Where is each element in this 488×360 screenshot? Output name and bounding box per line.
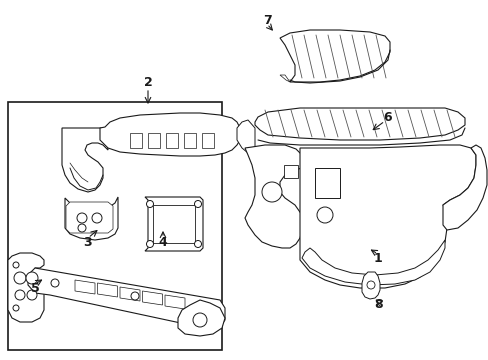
- Polygon shape: [183, 133, 196, 148]
- Polygon shape: [164, 295, 184, 309]
- Polygon shape: [361, 272, 379, 299]
- Polygon shape: [75, 280, 95, 294]
- Polygon shape: [442, 145, 486, 230]
- Circle shape: [51, 279, 59, 287]
- Polygon shape: [97, 283, 117, 297]
- Polygon shape: [302, 240, 444, 285]
- Polygon shape: [62, 128, 108, 192]
- Circle shape: [146, 240, 153, 248]
- Polygon shape: [130, 133, 142, 148]
- Polygon shape: [202, 133, 214, 148]
- Polygon shape: [28, 268, 224, 330]
- Circle shape: [15, 290, 25, 300]
- Polygon shape: [244, 145, 302, 248]
- Circle shape: [78, 224, 86, 232]
- Text: 8: 8: [374, 298, 383, 311]
- Polygon shape: [142, 291, 162, 305]
- Polygon shape: [65, 197, 118, 240]
- Circle shape: [194, 240, 201, 248]
- Polygon shape: [299, 145, 475, 288]
- Circle shape: [193, 313, 206, 327]
- Circle shape: [131, 292, 139, 300]
- Circle shape: [146, 201, 153, 207]
- Polygon shape: [8, 253, 44, 322]
- Text: 3: 3: [83, 235, 92, 248]
- Circle shape: [262, 182, 282, 202]
- Polygon shape: [153, 205, 195, 243]
- Circle shape: [316, 207, 332, 223]
- Polygon shape: [145, 197, 203, 251]
- Circle shape: [77, 213, 87, 223]
- Polygon shape: [66, 202, 113, 233]
- Polygon shape: [165, 133, 178, 148]
- Polygon shape: [314, 168, 339, 198]
- Circle shape: [27, 290, 37, 300]
- Circle shape: [13, 305, 19, 311]
- Circle shape: [14, 272, 26, 284]
- Polygon shape: [280, 30, 389, 82]
- Polygon shape: [120, 287, 140, 301]
- Text: 4: 4: [158, 235, 167, 248]
- Polygon shape: [237, 120, 254, 156]
- Circle shape: [194, 201, 201, 207]
- Polygon shape: [280, 75, 289, 82]
- Polygon shape: [148, 133, 160, 148]
- Polygon shape: [254, 108, 464, 140]
- Bar: [8, 102, 222, 350]
- Text: 6: 6: [383, 112, 391, 125]
- Circle shape: [195, 316, 204, 326]
- Polygon shape: [100, 113, 240, 156]
- Circle shape: [26, 272, 38, 284]
- Text: 2: 2: [143, 77, 152, 90]
- Text: 7: 7: [262, 13, 271, 27]
- Text: 1: 1: [373, 252, 382, 265]
- Polygon shape: [178, 300, 224, 336]
- Circle shape: [13, 262, 19, 268]
- Text: 5: 5: [31, 282, 40, 294]
- Circle shape: [92, 213, 102, 223]
- Circle shape: [366, 281, 374, 289]
- Polygon shape: [284, 165, 297, 178]
